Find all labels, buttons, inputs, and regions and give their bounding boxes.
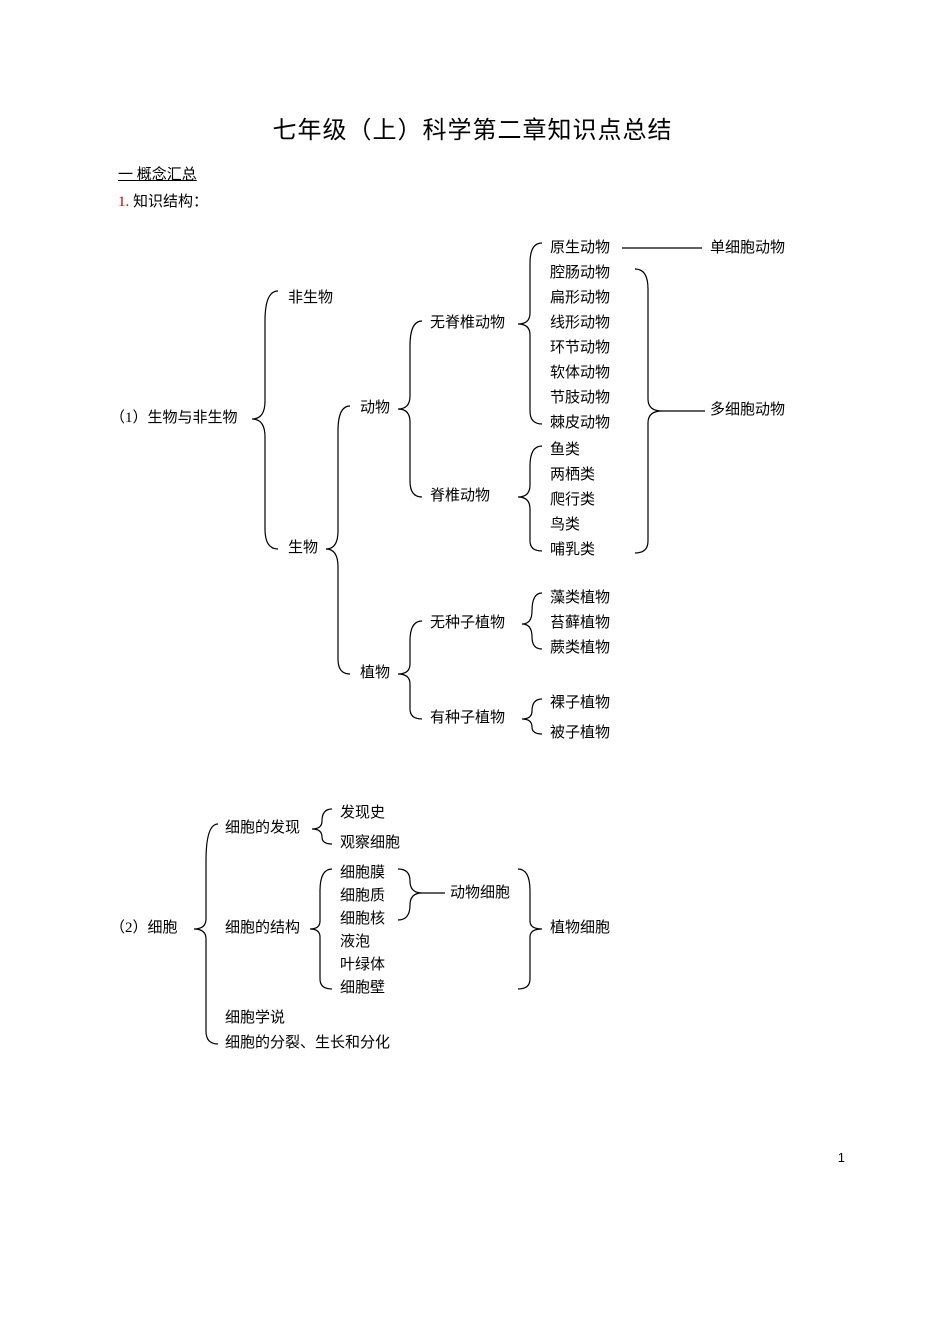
- section-heading: 一 概念汇总: [118, 163, 945, 184]
- sub-heading-text: 知识结构：: [133, 194, 208, 210]
- knowledge-tree-diagram: （1）生物与非生物 非生物 生物 动物 植物 无脊椎动物 脊椎动物 原生动物 腔…: [70, 221, 945, 1081]
- page-container: 七年级（上）科学第二章知识点总结 一 概念汇总 1. 知识结构： （1）生物与非…: [0, 0, 945, 1337]
- page-title: 七年级（上）科学第二章知识点总结: [0, 110, 945, 145]
- bracket-svg: [70, 221, 945, 1081]
- sub-heading-number: 1.: [118, 194, 129, 210]
- page-number: 1: [838, 1150, 845, 1165]
- sub-heading: 1. 知识结构：: [118, 190, 945, 211]
